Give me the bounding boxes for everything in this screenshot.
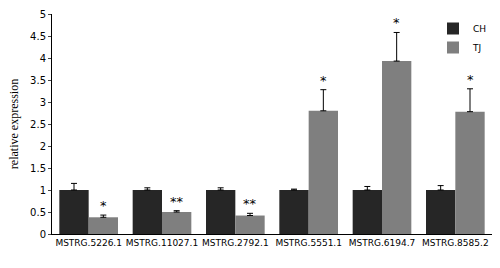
svg-text:2.5: 2.5 <box>30 119 46 130</box>
svg-text:2: 2 <box>40 141 46 152</box>
svg-text:MSTRG.8585.2: MSTRG.8585.2 <box>422 238 489 248</box>
svg-text:4.5: 4.5 <box>30 31 46 42</box>
svg-text:1: 1 <box>40 185 46 196</box>
svg-text:MSTRG.5226.1: MSTRG.5226.1 <box>55 238 122 248</box>
svg-text:**: ** <box>243 196 257 211</box>
svg-text:3: 3 <box>40 97 46 108</box>
svg-text:0.5: 0.5 <box>30 207 46 218</box>
svg-text:5: 5 <box>40 9 46 20</box>
svg-text:TJ: TJ <box>472 43 481 53</box>
svg-text:0: 0 <box>40 229 46 240</box>
svg-text:MSTRG.6194.7: MSTRG.6194.7 <box>349 238 416 248</box>
svg-text:CH: CH <box>473 24 486 34</box>
svg-text:3.5: 3.5 <box>30 75 46 86</box>
svg-text:*: * <box>100 198 107 213</box>
svg-text:MSTRG.11027.1: MSTRG.11027.1 <box>126 238 198 248</box>
svg-text:*: * <box>393 15 400 30</box>
svg-text:1.5: 1.5 <box>30 163 46 174</box>
svg-text:*: * <box>320 73 327 88</box>
svg-text:MSTRG.2792.1: MSTRG.2792.1 <box>202 238 269 248</box>
svg-text:MSTRG.5551.1: MSTRG.5551.1 <box>275 238 342 248</box>
svg-text:**: ** <box>170 194 184 209</box>
svg-text:4: 4 <box>40 53 46 64</box>
svg-text:*: * <box>467 72 474 87</box>
svg-text:relative expression: relative expression <box>7 79 21 169</box>
